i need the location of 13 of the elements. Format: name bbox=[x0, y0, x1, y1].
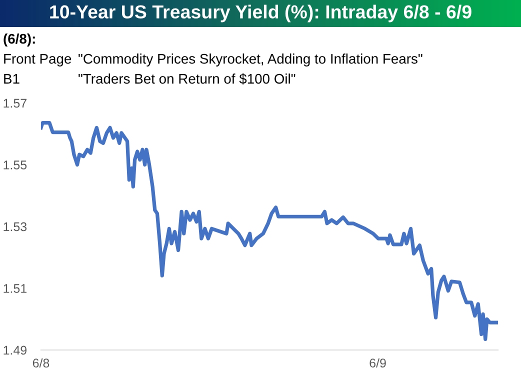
x-tick-label: 6/8 bbox=[32, 358, 50, 368]
y-tick-label: 1.55 bbox=[4, 160, 27, 170]
x-tick-label: 6/9 bbox=[370, 358, 386, 368]
y-tick-label: 1.57 bbox=[4, 98, 26, 108]
y-tick-label: 1.53 bbox=[4, 222, 27, 232]
text: (6/8): bbox=[4, 34, 35, 46]
y-tick-label: 1.51 bbox=[4, 284, 27, 293]
y-tick-label: 1.49 bbox=[4, 346, 27, 355]
chart-title: 10-Year US Treasury Yield (%): Intraday 6/8 - 6/9 bbox=[50, 4, 472, 22]
text: B1 bbox=[4, 74, 20, 84]
text: Front Page bbox=[4, 54, 72, 66]
text: "Traders Bet on Return of $100 Oil" bbox=[78, 73, 296, 85]
text: "Commodity Prices Skyrocket, Adding to Inflation Fears" bbox=[78, 54, 422, 66]
